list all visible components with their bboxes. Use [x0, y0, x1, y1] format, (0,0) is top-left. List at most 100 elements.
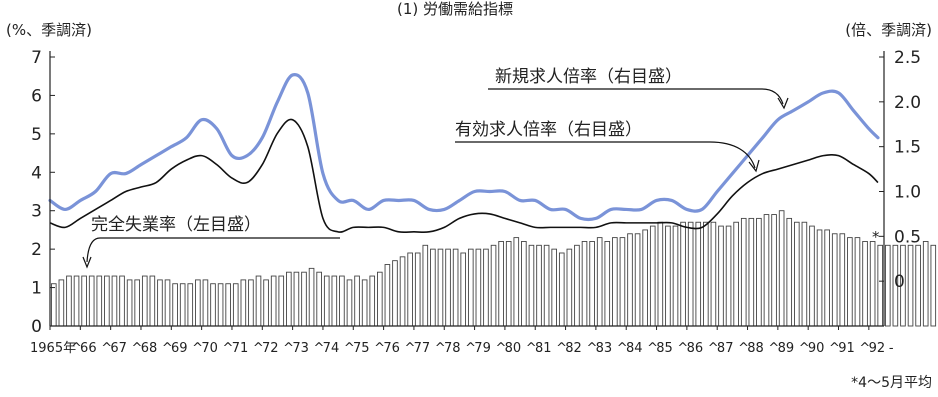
unemployment-bar: [149, 275, 156, 327]
x-axis-tick-label: 86: [687, 341, 704, 356]
unemployment-bars: [50, 210, 937, 327]
x-axis-tick-label: 79: [474, 341, 491, 356]
unemployment-bar: [786, 217, 793, 327]
x-axis-tick-caret: ^: [101, 341, 112, 356]
unemployment-bar: [96, 275, 103, 327]
x-axis-tick-label: 72: [262, 341, 279, 356]
x-axis-tick-caret: ^: [313, 341, 324, 356]
x-axis-tick-label: 91: [838, 341, 855, 356]
x-axis-tick-caret: ^: [768, 341, 779, 356]
unemployment-bar: [126, 279, 133, 327]
x-axis-tick-caret: ^: [192, 341, 203, 356]
unemployment-bar: [270, 275, 277, 327]
x-axis-tick-caret: ^: [859, 341, 870, 356]
unemployment-bar: [384, 264, 391, 327]
unemployment-bar: [505, 241, 512, 327]
unemployment-bar: [915, 244, 921, 327]
x-axis-tick-caret: ^: [283, 341, 294, 356]
x-axis-tick-label: 1965年: [30, 341, 76, 356]
x-axis-tick-caret: ^: [647, 341, 658, 356]
unemployment-bar: [604, 241, 611, 327]
x-axis-tick-label: 82: [565, 341, 582, 356]
left-axis-tick-label: 5: [31, 125, 42, 145]
unemployment-bar: [809, 225, 815, 327]
unemployment-bar: [543, 244, 550, 327]
unemployment-bar: [521, 241, 527, 327]
asterisk-mark: *: [872, 228, 880, 246]
unemployment-bar: [81, 275, 87, 327]
unemployment-bar: [141, 275, 148, 327]
x-axis-tick-label: 68: [141, 341, 158, 356]
x-axis-tick-label: 88: [747, 341, 764, 356]
unemployment-bar: [119, 275, 125, 327]
unemployment-bar: [339, 275, 345, 327]
unemployment-bar: [566, 248, 573, 327]
unemployment-bar: [369, 275, 376, 327]
unemployment-bar: [801, 221, 808, 327]
unemployment-bar: [528, 244, 535, 327]
unemployment-bar: [612, 237, 618, 327]
x-axis-tick-caret: ^: [799, 341, 810, 356]
unemployment-bar: [922, 241, 929, 327]
unemployment-bar: [475, 248, 482, 327]
right-axis-tick-label: 2.5: [894, 48, 921, 68]
unemployment-bar: [581, 241, 588, 327]
unemployment-bar: [422, 244, 429, 327]
x-axis-tick-label: 69: [171, 341, 188, 356]
unemployment-bar: [869, 241, 876, 327]
unemployment-bar: [930, 244, 937, 327]
annotation-effective-openings-label: 有効求人倍率（右目盛）: [455, 120, 642, 140]
unemployment-bar: [430, 248, 436, 327]
unemployment-bar: [263, 279, 269, 327]
right-axis-tick-label: 2.0: [894, 93, 921, 113]
annotation-unemployment: 完全失業率（左目盛）: [82, 215, 340, 269]
unemployment-bar: [240, 279, 247, 327]
unemployment-bar: [733, 221, 739, 327]
unemployment-bar: [316, 271, 322, 327]
x-axis-tick-label: 84: [626, 341, 643, 356]
unemployment-bar: [346, 279, 353, 327]
unemployment-bar: [134, 279, 140, 327]
unemployment-bar: [467, 248, 474, 327]
x-axis-tick-label: 76: [383, 341, 400, 356]
unemployment-bar: [589, 241, 595, 327]
unemployment-bar: [748, 217, 755, 327]
unemployment-bar: [399, 256, 406, 327]
unemployment-bar: [703, 221, 709, 327]
unemployment-bar: [407, 252, 413, 327]
x-axis-tick-label: 80: [505, 341, 522, 356]
right-axis-unit-label: (倍、季調済): [845, 21, 932, 39]
left-axis-unit-label: (%、季調済): [6, 21, 92, 39]
unemployment-bar: [255, 275, 262, 327]
unemployment-bar: [157, 279, 163, 327]
unemployment-bar: [217, 283, 224, 327]
x-axis-tick-caret: ^: [708, 341, 719, 356]
unemployment-bar: [58, 279, 65, 327]
x-axis-tick-caret: ^: [495, 341, 506, 356]
unemployment-bar: [884, 244, 891, 327]
unemployment-bar: [619, 237, 626, 327]
left-axis-tick-label: 2: [31, 240, 42, 260]
x-axis-tick-label: 67: [110, 341, 127, 356]
unemployment-bar: [460, 252, 467, 327]
x-axis-tick-label: 81: [535, 341, 552, 356]
annotation-new-openings-arrowhead: [777, 97, 789, 110]
x-axis-tick-caret: ^: [738, 341, 749, 356]
x-axis-tick-label: 74: [323, 341, 340, 356]
unemployment-bar: [794, 221, 800, 327]
x-axis-tick-caret: ^: [344, 341, 355, 356]
x-axis-tick-label: 90: [808, 341, 825, 356]
unemployment-bar: [195, 279, 201, 327]
unemployment-bar: [710, 221, 717, 327]
unemployment-bar: [862, 241, 868, 327]
x-axis-tick-caret: ^: [435, 341, 446, 356]
unemployment-bar: [437, 248, 444, 327]
unemployment-bar: [839, 233, 846, 327]
unemployment-bar: [513, 237, 520, 327]
unemployment-bar: [293, 271, 300, 327]
unemployment-bar: [286, 271, 292, 327]
unemployment-bar: [232, 283, 239, 327]
unemployment-bar: [331, 275, 338, 327]
unemployment-bar: [740, 217, 747, 327]
